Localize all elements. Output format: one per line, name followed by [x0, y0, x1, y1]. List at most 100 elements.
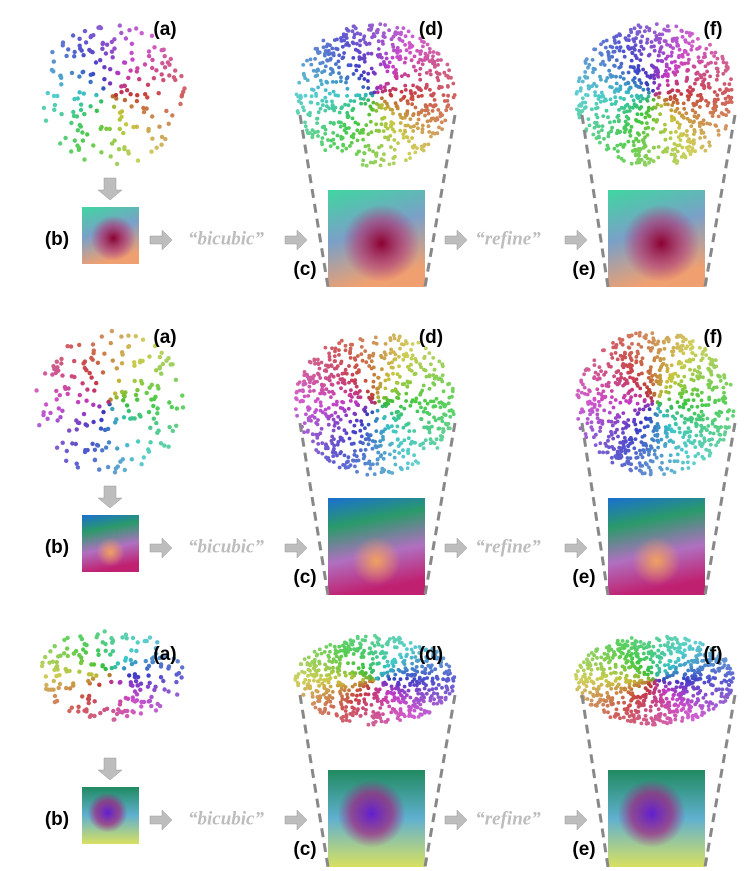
- point: [367, 147, 372, 152]
- point: [621, 411, 626, 415]
- point: [410, 400, 414, 404]
- point: [378, 163, 383, 168]
- point: [713, 108, 718, 112]
- point: [630, 333, 634, 338]
- point: [665, 675, 669, 680]
- point: [391, 333, 396, 338]
- point: [180, 393, 185, 398]
- point: [675, 640, 680, 645]
- point: [388, 351, 393, 355]
- point: [420, 93, 424, 98]
- point: [115, 661, 121, 666]
- point: [323, 662, 327, 667]
- small-image-shade: [82, 787, 139, 844]
- point: [315, 689, 320, 694]
- point: [412, 683, 416, 687]
- point: [391, 660, 396, 664]
- point: [643, 708, 648, 712]
- arrow: [97, 485, 123, 509]
- point: [639, 105, 644, 109]
- point: [362, 70, 366, 74]
- point: [399, 89, 404, 94]
- point: [427, 373, 432, 378]
- point: [452, 93, 457, 97]
- point: [444, 662, 449, 667]
- point: [409, 58, 414, 63]
- point: [347, 364, 351, 368]
- point: [308, 131, 312, 135]
- point: [659, 693, 663, 698]
- point: [114, 417, 119, 422]
- point: [435, 675, 439, 680]
- point: [328, 684, 333, 689]
- point: [163, 136, 168, 142]
- point: [347, 688, 351, 693]
- point: [308, 100, 313, 105]
- point: [333, 349, 337, 354]
- point: [423, 406, 428, 411]
- point: [396, 681, 400, 686]
- point: [348, 99, 353, 103]
- point: [722, 373, 726, 377]
- point: [656, 145, 661, 149]
- point: [663, 98, 667, 103]
- label-e: (e): [572, 567, 595, 588]
- point: [328, 643, 333, 647]
- point: [346, 63, 351, 68]
- point: [638, 330, 642, 335]
- point: [115, 464, 121, 469]
- point: [363, 437, 368, 442]
- point: [698, 429, 703, 434]
- point: [121, 393, 127, 398]
- point: [639, 721, 644, 726]
- point: [644, 655, 649, 660]
- point: [383, 342, 388, 346]
- point: [607, 660, 611, 665]
- point: [618, 440, 623, 445]
- point: [424, 104, 428, 109]
- point: [312, 649, 317, 654]
- point: [389, 710, 394, 715]
- point: [350, 116, 355, 121]
- point: [619, 650, 623, 655]
- point: [621, 76, 626, 81]
- point: [589, 425, 594, 430]
- point: [77, 392, 83, 398]
- point: [680, 447, 684, 452]
- point: [316, 679, 321, 684]
- point: [445, 687, 450, 692]
- point: [648, 157, 653, 162]
- point: [714, 687, 719, 692]
- point: [715, 93, 720, 97]
- point: [401, 425, 406, 430]
- point: [685, 133, 689, 138]
- point: [55, 365, 60, 370]
- point: [411, 83, 415, 88]
- point: [598, 74, 602, 79]
- dashed-line: [423, 114, 457, 288]
- point: [629, 646, 634, 651]
- point: [101, 86, 106, 91]
- point: [719, 691, 724, 696]
- point: [423, 671, 427, 676]
- point: [60, 408, 65, 413]
- point: [586, 367, 591, 372]
- point: [95, 648, 101, 653]
- point: [56, 368, 61, 373]
- point: [306, 112, 311, 117]
- point: [667, 659, 672, 663]
- point: [316, 442, 321, 446]
- point: [404, 391, 409, 396]
- point: [599, 682, 604, 687]
- point: [630, 387, 634, 392]
- point: [359, 101, 363, 106]
- point: [385, 64, 390, 69]
- point: [359, 345, 364, 349]
- point: [693, 674, 698, 679]
- point: [111, 708, 116, 714]
- point: [638, 428, 642, 433]
- point: [658, 382, 663, 387]
- point: [337, 65, 341, 70]
- point: [91, 143, 96, 148]
- point: [107, 126, 113, 132]
